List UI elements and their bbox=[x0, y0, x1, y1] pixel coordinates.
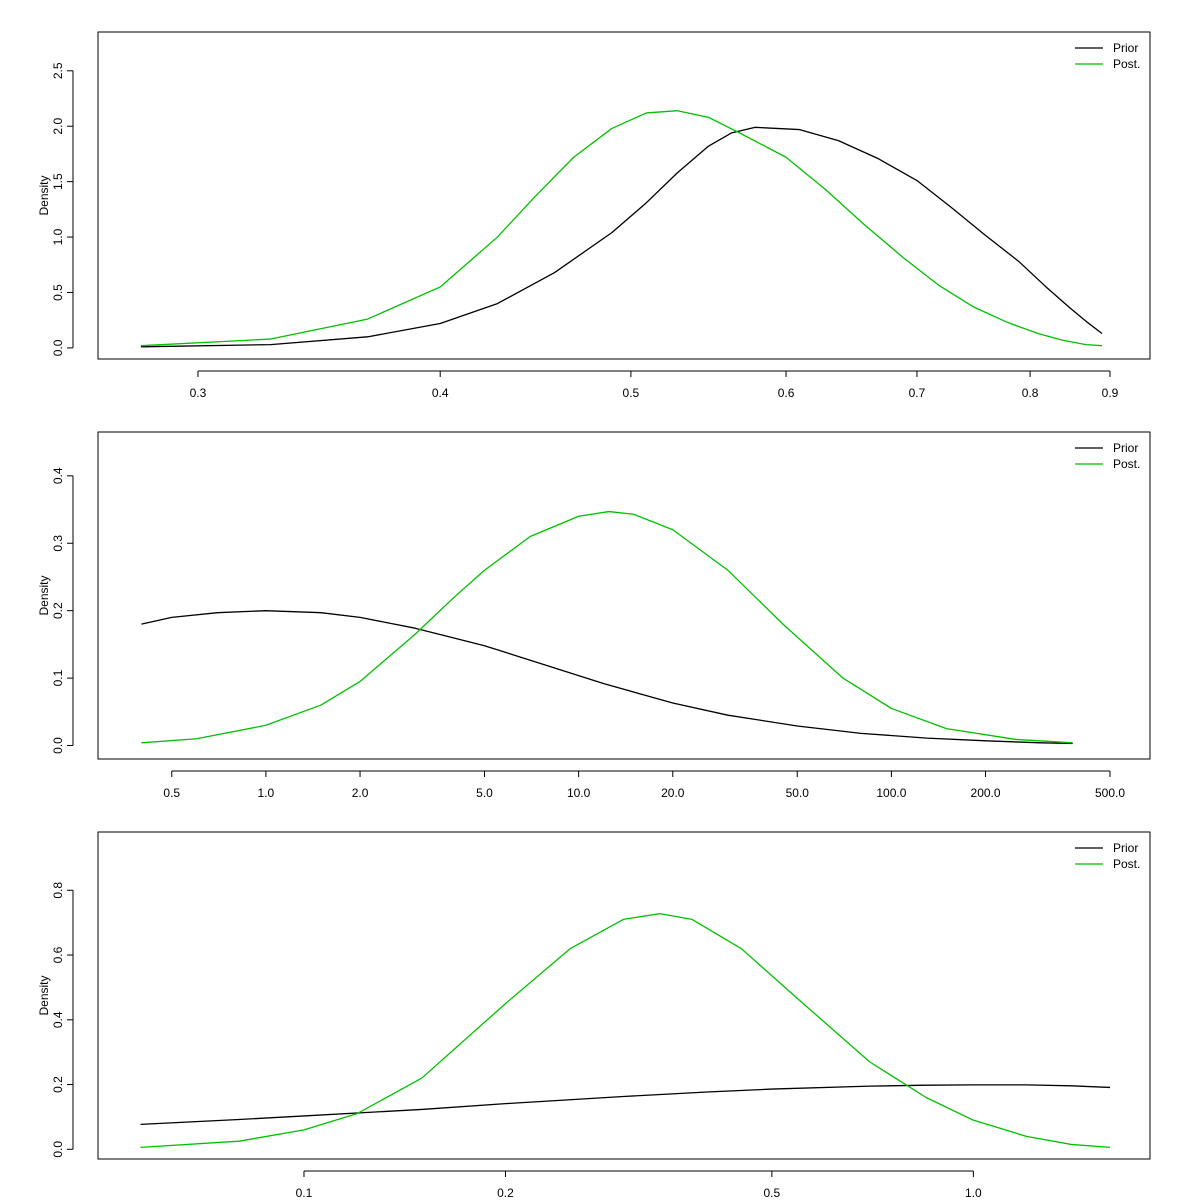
x-axis: 0.5 1.0 2.0 5.0 10.0 20.0 50.0 100.0 200.0 500.0 bbox=[163, 770, 1125, 800]
y-tick-label: 0.4 bbox=[51, 467, 65, 484]
y-axis-label: Density bbox=[37, 175, 51, 215]
y-axis: 0.0 0.1 0.2 0.3 0.4 Density bbox=[37, 467, 74, 754]
x-tick-label: 0.9 bbox=[1102, 386, 1119, 400]
y-tick-label: 0.2 bbox=[51, 602, 65, 619]
y-tick-label: 0.8 bbox=[51, 882, 65, 899]
legend: Prior Post. bbox=[1075, 41, 1140, 71]
posterior-density-line bbox=[140, 110, 1103, 347]
x-tick-label: 0.2 bbox=[497, 1186, 514, 1200]
x-tick-label: 1.0 bbox=[965, 1186, 982, 1200]
posterior-density-line bbox=[140, 912, 1111, 1148]
x-tick-label: 0.5 bbox=[764, 1186, 781, 1200]
y-tick-label: 0.1 bbox=[51, 669, 65, 686]
chart-panel-2: 0.0 0.1 0.2 0.3 0.4 Density 0.5 1.0 2.0 5.0 10.0 20… bbox=[37, 431, 1151, 800]
x-tick-label: 0.7 bbox=[909, 386, 926, 400]
y-tick-label: 2.5 bbox=[51, 62, 65, 79]
y-tick-label: 2.0 bbox=[51, 118, 65, 135]
x-tick-label: 20.0 bbox=[661, 786, 685, 800]
posterior-density-line bbox=[141, 510, 1073, 744]
legend-label: Post. bbox=[1113, 857, 1140, 871]
legend-label: Prior bbox=[1113, 841, 1138, 855]
x-tick-label: 5.0 bbox=[476, 786, 493, 800]
x-tick-label: 0.8 bbox=[1022, 386, 1039, 400]
y-tick-label: 0.0 bbox=[51, 737, 65, 754]
x-tick-label: 2.0 bbox=[352, 786, 369, 800]
x-tick-label: 0.6 bbox=[778, 386, 795, 400]
x-axis: 0.1 0.2 0.5 1.0 bbox=[296, 1170, 982, 1200]
legend-label: Post. bbox=[1113, 57, 1140, 71]
y-tick-label: 0.3 bbox=[51, 535, 65, 552]
x-tick-label: 500.0 bbox=[1095, 786, 1125, 800]
y-tick-label: 1.5 bbox=[51, 173, 65, 190]
plot-frame bbox=[97, 31, 1151, 360]
legend-label: Prior bbox=[1113, 41, 1138, 55]
y-axis-label: Density bbox=[37, 575, 51, 615]
x-tick-label: 0.3 bbox=[190, 386, 207, 400]
legend: Prior Post. bbox=[1075, 441, 1140, 471]
y-axis: 0.0 0.5 1.0 1.5 2.0 2.5 Density bbox=[37, 62, 74, 356]
x-tick-label: 0.1 bbox=[296, 1186, 313, 1200]
y-tick-label: 0.2 bbox=[51, 1076, 65, 1093]
x-axis: 0.3 0.4 0.5 0.6 0.7 0.8 0.9 bbox=[190, 370, 1119, 400]
prior-density-line bbox=[141, 610, 1073, 745]
x-tick-label: 1.0 bbox=[258, 786, 275, 800]
plot-frame bbox=[97, 831, 1151, 1160]
plot-frame bbox=[97, 431, 1151, 760]
prior-density-line bbox=[140, 1084, 1111, 1126]
prior-density-line bbox=[140, 126, 1103, 348]
y-tick-label: 1.0 bbox=[51, 228, 65, 245]
y-tick-label: 0.0 bbox=[51, 339, 65, 356]
x-tick-label: 0.5 bbox=[163, 786, 180, 800]
y-axis-label: Density bbox=[37, 975, 51, 1015]
y-tick-label: 0.5 bbox=[51, 284, 65, 301]
chart-panel-1: 0.0 0.5 1.0 1.5 2.0 2.5 Density 0.3 0.4 0.5 0.6 0.7… bbox=[37, 31, 1151, 400]
legend-label: Post. bbox=[1113, 457, 1140, 471]
x-tick-label: 0.4 bbox=[432, 386, 449, 400]
x-tick-label: 10.0 bbox=[567, 786, 591, 800]
x-tick-label: 50.0 bbox=[786, 786, 810, 800]
y-axis: 0.0 0.2 0.4 0.6 0.8 Density bbox=[37, 882, 74, 1158]
y-tick-label: 0.6 bbox=[51, 946, 65, 963]
x-tick-label: 0.5 bbox=[623, 386, 640, 400]
y-tick-label: 0.4 bbox=[51, 1011, 65, 1028]
x-tick-label: 100.0 bbox=[876, 786, 906, 800]
x-tick-label: 200.0 bbox=[971, 786, 1001, 800]
y-tick-label: 0.0 bbox=[51, 1141, 65, 1158]
legend-label: Prior bbox=[1113, 441, 1138, 455]
legend: Prior Post. bbox=[1075, 841, 1140, 871]
